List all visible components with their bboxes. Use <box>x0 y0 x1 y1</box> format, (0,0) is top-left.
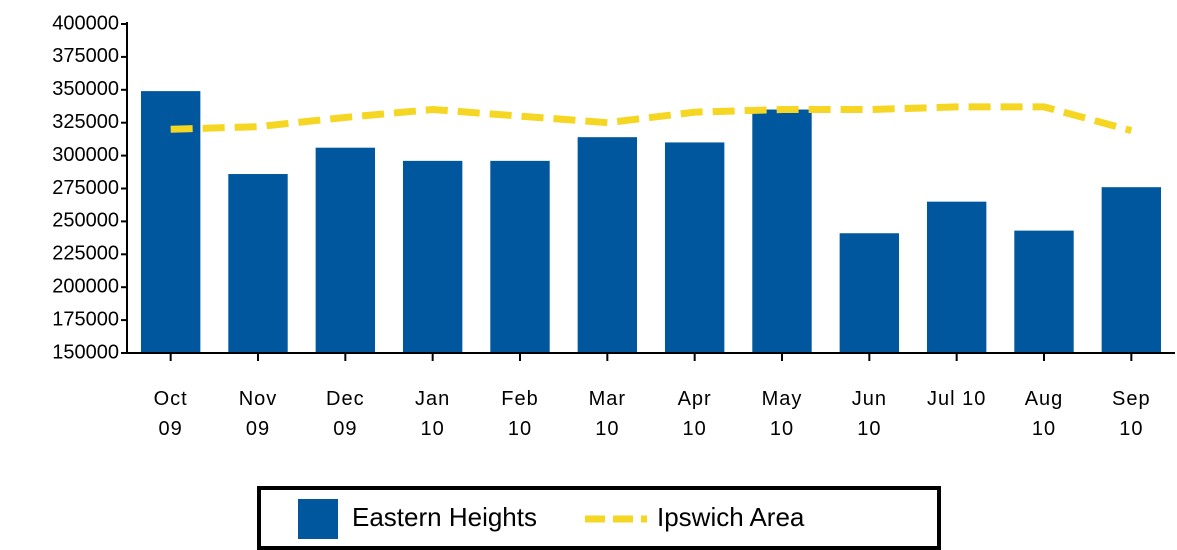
bar <box>1101 187 1162 353</box>
x-tick-label: Mar 10 <box>588 388 627 440</box>
y-tick-label: 175000 <box>52 308 119 330</box>
x-tick-label: Sep 10 <box>1112 388 1151 440</box>
x-tick-label: Apr 10 <box>677 388 712 440</box>
y-tick-label: 375000 <box>52 45 119 67</box>
bar <box>1014 230 1074 353</box>
x-tick-label: Oct 09 <box>153 388 188 440</box>
y-tick-label: 325000 <box>52 111 119 133</box>
bar <box>490 160 550 353</box>
y-tick-label: 275000 <box>52 177 119 199</box>
bar <box>402 160 463 353</box>
legend-label: Eastern Heights <box>352 502 537 532</box>
y-tick-label: 400000 <box>52 12 119 34</box>
x-tick-label: May 10 <box>761 388 803 440</box>
bar <box>228 174 288 353</box>
y-tick-label: 225000 <box>52 243 119 265</box>
legend-swatch <box>298 499 338 539</box>
y-tick-label: 150000 <box>52 341 119 363</box>
y-tick-label: 350000 <box>52 78 119 100</box>
x-tick-label: Feb 10 <box>501 388 539 440</box>
line <box>170 103 1133 134</box>
legend-label: Ipswich Area <box>657 502 805 532</box>
y-tick-label: 250000 <box>52 210 119 232</box>
x-tick-label: Aug 10 <box>1024 388 1064 440</box>
x-tick-label: Jun 10 <box>851 388 887 440</box>
x-tick-label: Nov 09 <box>238 388 278 440</box>
bar <box>926 201 987 353</box>
bar <box>315 147 376 353</box>
bar <box>577 137 638 353</box>
y-tick-label: 300000 <box>52 144 119 166</box>
bar <box>752 109 812 353</box>
bar <box>839 233 900 353</box>
x-tick-label: Dec 09 <box>326 388 365 440</box>
x-tick-label: Jan 10 <box>415 388 451 440</box>
x-tick-label: Jul 10 <box>926 388 987 410</box>
y-tick-label: 200000 <box>52 275 119 297</box>
bar <box>664 142 725 353</box>
bar <box>140 91 201 353</box>
